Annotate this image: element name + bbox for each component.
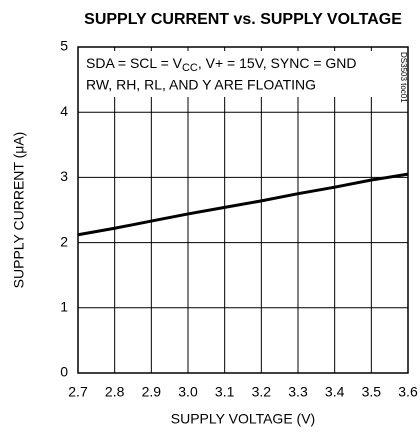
x-tick-label: 2.8	[105, 384, 125, 400]
annotation-part: SDA = SCL = V	[86, 55, 183, 71]
x-axis-label: SUPPLY VOLTAGE (V)	[171, 411, 315, 427]
x-tick-label: 3.2	[252, 384, 272, 400]
chart-title: SUPPLY CURRENT vs. SUPPLY VOLTAGE	[84, 11, 402, 28]
y-tick-label: 0	[60, 364, 68, 380]
x-tick-label: 3.1	[215, 384, 235, 400]
x-tick-label: 3.6	[398, 384, 418, 400]
annotation: RW, RH, RL, AND Y ARE FLOATING	[86, 77, 316, 93]
y-tick-label: 3	[60, 168, 68, 184]
x-tick-label: 3.5	[362, 384, 382, 400]
y-tick-label: 4	[60, 103, 68, 119]
x-tick-label: 3.3	[288, 384, 308, 400]
y-tick-label: 5	[60, 38, 68, 54]
x-tick-label: 2.7	[68, 384, 88, 400]
x-tick-label: 3.4	[325, 384, 345, 400]
y-tick-label: 2	[60, 233, 68, 249]
annotation-subscript: CC	[182, 62, 198, 74]
data-line	[77, 172, 409, 237]
y-tick-label: 1	[60, 299, 68, 315]
plot-frame	[77, 46, 409, 374]
figure-id: DS3503 toc01	[399, 52, 408, 103]
annotation-box	[82, 51, 392, 97]
annotation: SDA = SCL = VCC, V+ = 15V, SYNC = GND	[86, 55, 357, 74]
y-axis-label: SUPPLY CURRENT (μA)	[11, 132, 27, 289]
x-tick-label: 3.0	[178, 384, 198, 400]
x-tick-label: 2.9	[142, 384, 162, 400]
annotation-part: , V+ = 15V, SYNC = GND	[198, 55, 357, 71]
